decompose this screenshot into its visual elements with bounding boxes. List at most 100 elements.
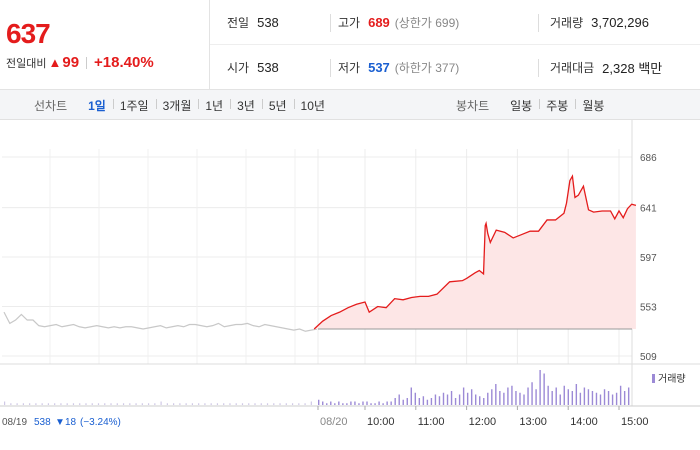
volume-bar [414, 392, 417, 405]
prev-close-cell: 전일 538 [227, 0, 279, 45]
volume-bar [543, 373, 545, 405]
divider [330, 59, 331, 77]
volume-bar [135, 403, 137, 405]
stats-row-2: 시가 538 저가 537 (하한가 377) 거래대금 2,328 백만 [210, 45, 700, 90]
prev-day-date: 08/19 [2, 417, 27, 428]
prev-close-label: 전일 [227, 16, 250, 30]
volume-bar [279, 403, 281, 405]
period-1w-tab[interactable]: 1주일 [112, 97, 156, 114]
quote-header: 637 전일대비 ▲ 99 +18.40% 전일 538 고가 689 (상한가 [0, 0, 700, 90]
volume-bar [241, 403, 244, 405]
volume-bar [611, 394, 614, 405]
volume-bar [519, 392, 521, 405]
divider [86, 56, 88, 69]
volume-bar [366, 401, 368, 405]
x-axis: 08/20 10:00 11:00 12:00 13:00 14:00 15:00 [317, 406, 649, 428]
volume-bar [491, 389, 493, 405]
volume-bar [438, 396, 441, 405]
volume-bar [495, 384, 497, 405]
volume-bar [350, 401, 352, 405]
volume-bar [322, 401, 324, 405]
volume-bar [475, 394, 477, 405]
volume-bar [547, 385, 549, 405]
volume-bar [29, 403, 31, 405]
volume-bar [466, 392, 469, 405]
up-triangle-icon: ▲ [48, 55, 62, 70]
divider [538, 14, 539, 32]
volume-bar [410, 387, 412, 405]
volume-bar [41, 403, 43, 405]
volume-bar [304, 403, 306, 405]
today-price-area [314, 176, 636, 330]
price-chart[interactable]: 686 641 597 553 509 08/20 10:00 11:00 12:00 13:0… [0, 120, 700, 450]
volume-bars [4, 370, 630, 405]
volume-bar [310, 401, 312, 405]
volume-bar [79, 403, 81, 405]
volume-bar [446, 394, 449, 405]
weekly-candle-tab[interactable]: 주봉 [539, 97, 575, 114]
y-axis: 686 641 597 553 509 [640, 153, 657, 363]
volume-bar [60, 403, 62, 405]
volume-bar [260, 403, 262, 405]
upper-limit: (상한가 699) [394, 16, 460, 30]
current-price: 637 [6, 18, 51, 49]
lower-limit: (하한가 377) [394, 61, 460, 75]
volume-bar [338, 401, 340, 405]
volume-bar [342, 403, 344, 405]
volume-bar [248, 403, 250, 405]
change-value: 99 [62, 54, 80, 71]
volume-bar [398, 394, 400, 405]
volume-bar [470, 389, 473, 405]
volume-bar [386, 401, 388, 405]
volume-bar [85, 403, 87, 405]
y-tick-label: 686 [640, 153, 657, 164]
volume-bar [330, 401, 332, 405]
period-3m-tab[interactable]: 3개월 [155, 97, 199, 114]
monthly-candle-tab[interactable]: 월봉 [575, 97, 611, 114]
prev-day-close: 538 [34, 417, 51, 428]
volume-bar [266, 403, 269, 405]
volume-bar [66, 403, 68, 405]
line-chart-group: 선차트 1일 1주일 3개월 1년 3년 5년 10년 [34, 90, 332, 120]
volume-bar [487, 392, 489, 405]
trade-value-cell: 거래대금 2,328 백만 [550, 45, 662, 90]
high-value: 689 [368, 15, 390, 30]
period-1y-tab[interactable]: 1년 [198, 97, 230, 114]
period-3y-tab[interactable]: 3년 [230, 97, 262, 114]
volume-bar [179, 403, 181, 405]
volume-bar [535, 389, 537, 405]
volume-bar [334, 403, 336, 405]
volume-bar [551, 391, 553, 405]
volume-bar [362, 401, 364, 405]
price-chart-area: 686 641 597 553 509 08/20 10:00 11:00 12:00 13:0… [0, 120, 700, 450]
volume-bar [147, 403, 150, 405]
chart-toolbar: 선차트 1일 1주일 3개월 1년 3년 5년 10년 봉차트 일봉 주봉 월봉 [0, 90, 700, 120]
change-line: 전일대비 ▲ 99 +18.40% [6, 54, 154, 71]
daily-candle-tab[interactable]: 일봉 [510, 98, 533, 113]
y-tick-label: 641 [640, 204, 657, 215]
volume-bar [483, 398, 485, 405]
y-tick-label: 553 [640, 303, 657, 314]
volume-bar [318, 399, 320, 405]
volume-bar [374, 403, 376, 405]
volume-bar [527, 387, 529, 405]
today-price-line [313, 174, 637, 330]
candle-chart-label: 봉차트 [456, 98, 490, 113]
period-1d-tab[interactable]: 1일 [88, 98, 106, 113]
period-10y-tab[interactable]: 10년 [293, 97, 332, 114]
volume-bar [235, 403, 237, 405]
period-5y-tab[interactable]: 5년 [261, 97, 294, 114]
volume-bar [595, 392, 598, 405]
volume-bar [185, 403, 187, 405]
stats-row-1: 전일 538 고가 689 (상한가 699) 거래량 3,702,296 [210, 0, 700, 45]
volume-bar [430, 398, 433, 405]
volume-bar [583, 387, 586, 405]
change-label: 전일대비 [6, 57, 47, 70]
volume-bar [479, 396, 481, 405]
volume-bar [129, 403, 131, 405]
line-chart-label: 선차트 [34, 98, 68, 113]
volume-bar [229, 403, 231, 405]
volume-bar [422, 396, 425, 405]
volume-bar [555, 387, 557, 405]
volume-bar [285, 403, 287, 405]
